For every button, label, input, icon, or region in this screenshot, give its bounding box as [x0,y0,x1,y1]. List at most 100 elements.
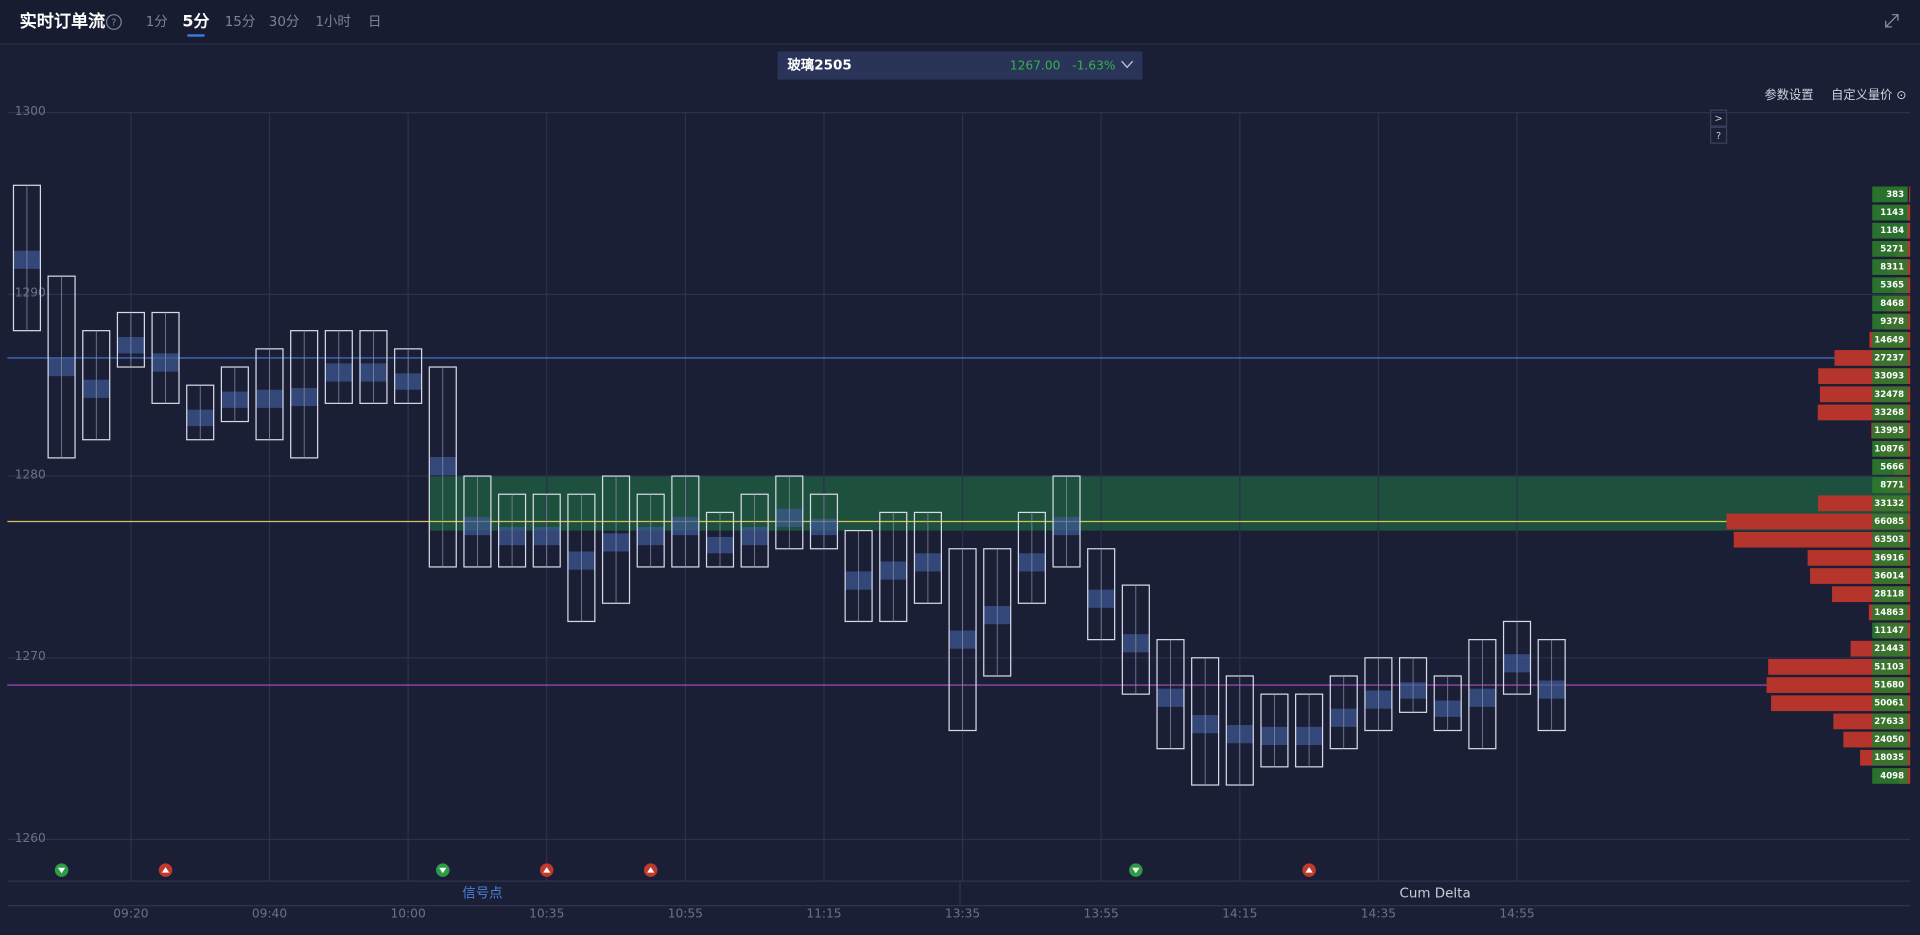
interval-tab[interactable]: 30分 [269,14,300,30]
signal-arrow [439,867,447,874]
signal-arrow [543,867,551,873]
volume-label-box [1872,331,1908,348]
interval-tab[interactable]: 15分 [225,14,256,30]
volume-label: 5365 [1880,281,1904,291]
header-bar [0,0,1920,45]
x-tick-label: 14:15 [1222,907,1257,921]
volume-label-box [1872,677,1908,693]
volume-label-box [1872,313,1908,330]
signal-arrow [57,867,66,874]
volume-label-box [1872,222,1908,239]
volume-label: 13995 [1874,426,1904,436]
volume-label-box [1872,713,1908,730]
signal-arrow [161,867,170,873]
volume-label: 8311 [1880,263,1904,273]
volume-label-box [1872,640,1908,657]
x-tick-label: 09:40 [252,907,287,921]
volume-label-box [1872,404,1908,421]
volume-label: 36014 [1874,572,1904,582]
volume-label-box [1872,459,1908,475]
custom-volume-button[interactable]: 自定义量价 ⊙ [1831,87,1906,102]
volume-label-box [1872,440,1908,457]
volume-label-box [1872,531,1908,548]
volume-profile-bar [1909,186,1911,203]
volume-label: 36916 [1874,553,1904,563]
x-tick-label: 10:55 [668,907,703,921]
volume-label-box [1872,186,1908,203]
signal-tab[interactable]: 信号点 [462,885,502,901]
volume-label-box [1872,204,1908,221]
interval-tab[interactable]: 1小时 [315,14,350,30]
volume-label: 14863 [1874,608,1904,618]
volume-profile-bar [1733,531,1911,548]
y-tick-label: 1270 [15,649,46,663]
instrument-price[interactable]: 1267.00 [1010,59,1061,73]
help-icon[interactable] [105,14,122,30]
volume-profile-bar [1726,513,1911,530]
x-tick-label: 09:20 [113,907,148,921]
volume-label-box [1872,259,1908,275]
volume-label: 27237 [1874,353,1904,363]
volume-label-box [1872,622,1908,639]
y-tick-label: 1280 [15,467,46,481]
volume-label-box [1872,295,1908,312]
volume-label-box [1872,586,1908,603]
volume-label-box [1872,350,1908,366]
volume-profile-bar [1907,204,1911,221]
volume-label: 5666 [1880,462,1904,472]
volume-label: 5271 [1880,244,1904,254]
volume-label: 33093 [1874,372,1904,382]
volume-label: 63503 [1874,535,1904,545]
volume-label: 51680 [1874,681,1904,691]
volume-label-box [1872,513,1908,530]
x-tick-label: 10:35 [529,907,564,921]
next-button[interactable] [1710,109,1728,127]
volume-label-box [1872,241,1908,257]
volume-label: 10876 [1874,444,1904,454]
help-button[interactable] [1710,126,1728,144]
volume-label: 21443 [1874,644,1904,654]
y-tick-label: 1260 [15,831,46,845]
dropdown-arrow[interactable] [1121,60,1134,69]
help-label[interactable]: ? [1716,131,1721,142]
x-tick-label: 14:55 [1499,907,1534,921]
volume-label-box [1872,604,1908,621]
help-mark[interactable]: ? [111,18,116,29]
interval-tab[interactable]: 5分 [182,12,209,31]
volume-label: 14649 [1874,335,1904,345]
instrument-selector[interactable] [777,51,1143,80]
volume-label: 51103 [1874,662,1904,672]
volume-label-box [1872,495,1908,512]
next-label[interactable]: > [1714,114,1722,125]
x-tick-label: 11:15 [806,907,841,921]
volume-profile-bar [1906,222,1911,239]
volume-label: 1184 [1880,226,1904,236]
volume-label: 8771 [1880,481,1904,491]
interval-tab[interactable]: 1分 [146,14,168,30]
cum-delta-tab[interactable]: Cum Delta [1399,886,1470,901]
x-tick-label: 10:00 [390,907,425,921]
signal-arrow [647,867,655,873]
x-tick-label: 13:55 [1084,907,1119,921]
volume-label: 1143 [1880,208,1904,218]
volume-label-box [1872,368,1908,384]
volume-label: 18035 [1874,753,1904,763]
volume-label-box [1872,695,1908,712]
signal-arrow [1132,867,1140,874]
volume-label: 11147 [1874,626,1904,636]
x-tick-label: 13:35 [945,907,980,921]
instrument-change[interactable]: -1.63% [1072,59,1115,73]
volume-label: 66085 [1874,517,1904,527]
interval-tab[interactable]: 日 [368,15,381,30]
settings-button[interactable]: 参数设置 [1765,87,1814,102]
volume-label: 32478 [1874,390,1904,400]
collapse-icon[interactable] [1885,14,1899,28]
x-tick-label: 14:35 [1361,907,1396,921]
volume-label-box [1872,422,1908,439]
instrument-name[interactable]: 玻璃2505 [787,56,851,73]
volume-label-box [1872,549,1908,566]
volume-label-box [1872,568,1908,584]
volume-label-box [1872,768,1908,784]
app-title: 实时订单流 [20,11,106,32]
